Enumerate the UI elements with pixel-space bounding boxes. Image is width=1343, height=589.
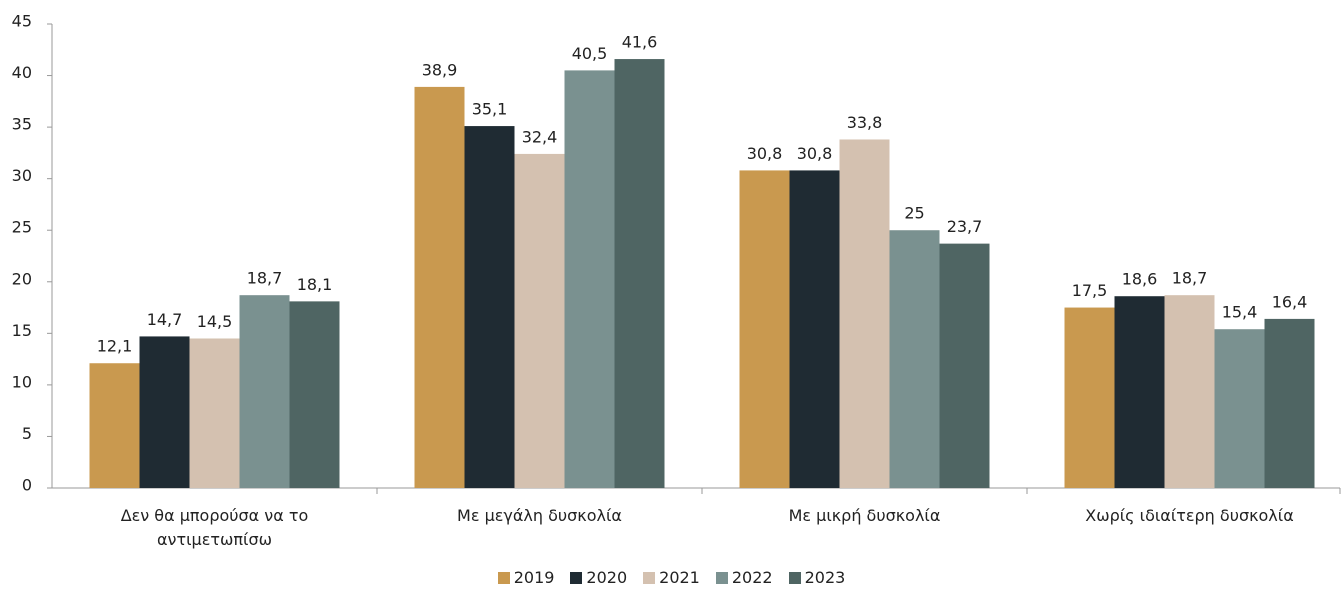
bar (89, 363, 140, 488)
data-label: 30,8 (797, 144, 833, 163)
data-label: 23,7 (947, 217, 983, 236)
y-tick-label: 10 (12, 372, 32, 391)
bar (1164, 295, 1215, 488)
data-label: 32,4 (522, 127, 558, 146)
data-label: 40,5 (572, 44, 608, 63)
legend-item: 2019 (497, 568, 555, 587)
data-label: 15,4 (1222, 303, 1258, 322)
legend-label: 2022 (731, 568, 773, 587)
y-tick-label: 45 (12, 12, 32, 31)
data-label: 14,7 (147, 310, 183, 329)
x-tick-label: Με μικρή δυσκολία (788, 506, 941, 525)
legend-label: 2021 (659, 568, 700, 587)
bar (464, 126, 515, 488)
data-label: 18,6 (1122, 270, 1158, 289)
data-label: 33,8 (847, 113, 883, 132)
x-tick-label: Με μεγάλη δυσκολία (457, 506, 622, 525)
y-tick-label: 15 (12, 321, 32, 340)
x-tick-label: Χωρίς ιδιαίτερη δυσκολία (1085, 506, 1294, 525)
data-label: 18,7 (247, 269, 283, 288)
data-label: 25 (904, 204, 924, 223)
bar (514, 153, 565, 489)
bar (614, 59, 665, 489)
bar (1114, 296, 1165, 488)
bar (839, 139, 890, 489)
legend-label: 2023 (804, 568, 846, 587)
bar (1064, 307, 1115, 488)
y-tick-label: 20 (12, 269, 32, 288)
data-label: 17,5 (1072, 281, 1108, 300)
data-label: 12,1 (97, 337, 133, 356)
bar (289, 301, 340, 488)
bar (239, 295, 290, 488)
legend: 2019 2020 2021 2022 2023 (0, 568, 1343, 587)
y-tick-label: 5 (22, 424, 32, 443)
legend-swatch (788, 571, 801, 584)
bar (889, 230, 940, 488)
x-tick-label: Δεν θα μπορούσα να το αντιμετωπίσω (120, 506, 309, 549)
data-label: 30,8 (747, 144, 783, 163)
bar (1214, 329, 1265, 488)
y-tick-label: 30 (12, 166, 32, 185)
legend-item: 2023 (788, 568, 846, 587)
legend-swatch (715, 571, 728, 584)
legend-label: 2020 (586, 568, 628, 587)
data-label: 18,7 (1172, 269, 1208, 288)
bar (939, 243, 990, 488)
bar (1264, 318, 1315, 488)
legend-label: 2019 (513, 568, 555, 587)
y-tick-label: 35 (12, 115, 32, 134)
bar (564, 70, 615, 489)
y-tick-label: 40 (12, 63, 32, 82)
y-tick-label: 0 (22, 476, 32, 495)
data-label: 18,1 (297, 275, 333, 294)
legend-swatch (570, 571, 583, 584)
data-label: 14,5 (197, 312, 233, 331)
bar (789, 170, 840, 488)
data-label: 41,6 (622, 33, 658, 52)
bar (414, 86, 465, 489)
bar (739, 170, 790, 488)
legend-item: 2022 (715, 568, 773, 587)
legend-item: 2021 (643, 568, 700, 587)
bar (189, 338, 240, 488)
data-label: 35,1 (472, 100, 508, 119)
y-tick-label: 25 (12, 218, 32, 237)
data-label: 38,9 (422, 60, 458, 79)
legend-item: 2020 (570, 568, 627, 587)
legend-swatch (497, 571, 510, 584)
data-label: 16,4 (1272, 292, 1308, 311)
legend-swatch (643, 571, 656, 584)
bar (139, 336, 190, 488)
